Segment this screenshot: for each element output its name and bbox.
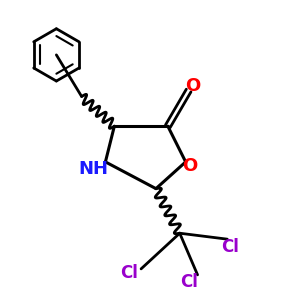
Text: Cl: Cl [180, 273, 198, 291]
Text: Cl: Cl [221, 238, 239, 256]
Text: O: O [182, 157, 198, 175]
Text: Cl: Cl [120, 264, 138, 282]
Text: NH: NH [79, 160, 109, 178]
Text: O: O [185, 77, 201, 95]
